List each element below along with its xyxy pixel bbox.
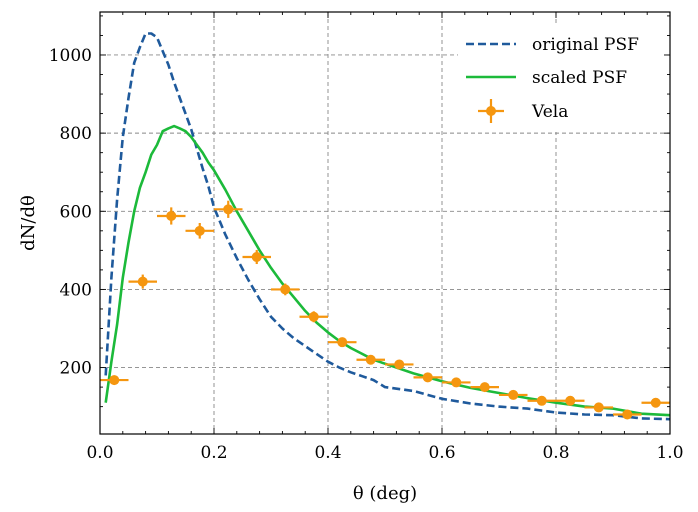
y-axis-label: dN/dθ: [18, 195, 39, 251]
data-point: [299, 311, 328, 323]
x-axis-label: θ (deg): [353, 483, 417, 504]
y-tick-label: 600: [60, 202, 92, 222]
x-tick-label: 0.6: [428, 443, 455, 463]
point-marker: [194, 225, 205, 236]
x-tick-label: 1.0: [656, 443, 683, 463]
point-marker: [365, 354, 376, 365]
point-marker: [593, 402, 604, 413]
point-marker: [650, 397, 661, 408]
point-marker: [508, 389, 519, 400]
data-point: [128, 274, 157, 289]
legend: original PSF scaled PSF Vela: [458, 24, 664, 132]
point-marker: [536, 395, 547, 406]
point-marker: [451, 377, 462, 388]
data-point: [499, 389, 528, 400]
data-point: [100, 375, 129, 386]
data-point: [584, 402, 613, 413]
axis-ticks: [99, 12, 671, 434]
point-marker: [251, 251, 262, 262]
point-marker: [166, 210, 177, 221]
plot-frame: [99, 11, 671, 435]
y-tick-label: 1000: [49, 46, 92, 66]
point-marker: [422, 372, 433, 383]
tick-labels: 0.0 0.2 0.4 0.6 0.8 1.0 200 400 600 800 1000: [49, 46, 684, 463]
point-marker: [308, 311, 319, 322]
point-marker: [223, 204, 234, 215]
data-point: [157, 207, 186, 225]
data-point: [413, 372, 442, 383]
series-line-scaled-psf: [104, 124, 671, 417]
data-point: [442, 377, 471, 388]
legend-label-original-psf: original PSF: [532, 35, 639, 55]
series-layer: [104, 32, 671, 421]
point-marker: [280, 284, 291, 295]
legend-label-scaled-psf: scaled PSF: [532, 68, 627, 88]
x-tick-label: 0.8: [542, 443, 569, 463]
data-point: [470, 382, 499, 393]
y-tick-label: 800: [60, 124, 92, 144]
legend-label-vela: Vela: [531, 102, 568, 122]
point-marker: [137, 276, 148, 287]
x-tick-label: 0.4: [314, 443, 341, 463]
point-marker: [394, 359, 405, 370]
point-marker: [565, 395, 576, 406]
data-point: [185, 223, 214, 239]
vela-points: [100, 200, 670, 420]
data-point: [271, 283, 300, 296]
point-marker: [479, 382, 490, 393]
x-tick-label: 0.2: [200, 443, 227, 463]
data-point: [613, 409, 642, 420]
data-point: [242, 249, 271, 265]
x-tick-label: 0.0: [86, 443, 113, 463]
y-tick-label: 200: [60, 359, 92, 379]
point-marker: [109, 375, 120, 386]
point-marker: [622, 409, 633, 420]
data-point: [328, 337, 357, 348]
point-marker: [337, 337, 348, 348]
data-point: [556, 395, 585, 406]
data-point: [356, 354, 385, 365]
data-point: [214, 200, 243, 218]
legend-marker: [486, 106, 496, 116]
data-point: [527, 395, 556, 406]
data-point: [385, 359, 414, 370]
series-line-original-psf: [104, 32, 671, 421]
legend-swatch-vela: [478, 99, 504, 123]
data-point: [641, 397, 670, 408]
y-tick-label: 400: [60, 280, 92, 300]
